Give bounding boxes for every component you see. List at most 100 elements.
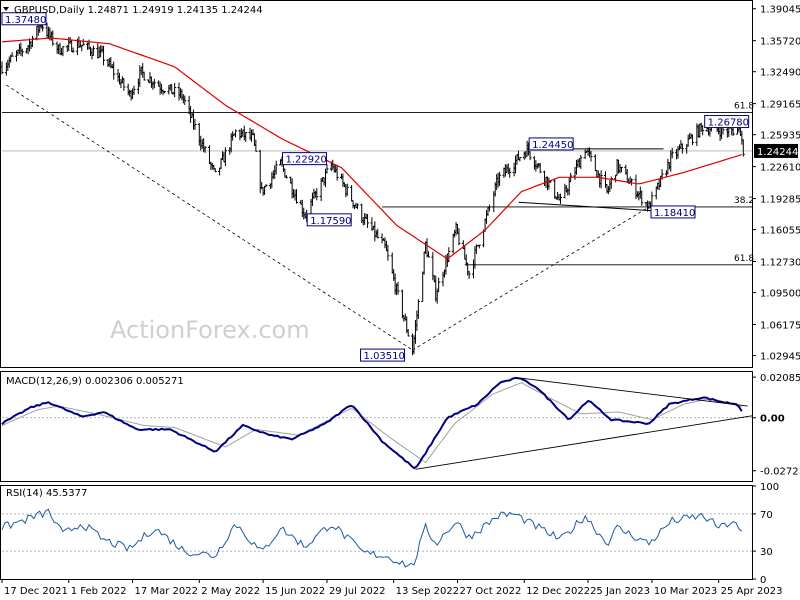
price-bar — [132, 85, 136, 96]
level-label: 1.03510 — [360, 348, 406, 362]
current-price-badge: 1.24244 — [754, 143, 798, 158]
price-y-tick-label: 1.09500 — [760, 289, 800, 300]
price-y-tick-label: 1.19285 — [760, 195, 800, 206]
price-bar — [630, 178, 634, 186]
x-tick-label: 17 Mar 2022 — [135, 586, 198, 597]
price-bar — [91, 45, 95, 56]
price-bar — [244, 131, 248, 142]
price-bar — [325, 164, 329, 174]
level-label: 1.17590 — [306, 213, 352, 227]
price-bar — [284, 175, 288, 179]
fib-label: 61.8 — [734, 101, 754, 111]
price-bar — [670, 147, 674, 159]
price-y-tick-label: 1.02945 — [760, 352, 800, 363]
macd-line — [1, 376, 743, 470]
svg-text:1.24450: 1.24450 — [532, 140, 573, 151]
price-bar — [467, 271, 471, 279]
price-bar — [589, 150, 593, 162]
price-bar — [487, 204, 491, 212]
price-bar — [457, 228, 461, 246]
price-bar — [640, 190, 644, 206]
moving-average-line — [1, 37, 742, 259]
price-bar — [10, 52, 14, 57]
rsi-y-tick-label: 0 — [760, 575, 766, 586]
price-bar — [426, 251, 430, 258]
price-bar — [579, 154, 583, 169]
price-bar — [254, 139, 258, 152]
price-header: GBPUSD,Daily 1.24871 1.24919 1.24135 1.2… — [14, 5, 263, 16]
price-bar — [234, 129, 238, 138]
price-bar — [518, 157, 522, 162]
macd-trendline — [415, 415, 753, 470]
price-bar — [599, 170, 603, 189]
svg-text:1.22920: 1.22920 — [286, 155, 327, 166]
rsi-y-tick-label: 30 — [760, 547, 773, 558]
price-y-tick-label: 1.16055 — [760, 226, 800, 237]
level-label: 1.22920 — [282, 152, 328, 166]
support-line — [518, 201, 671, 213]
price-bar — [538, 162, 542, 174]
price-bar — [162, 91, 166, 94]
x-tick-label: 27 Oct 2022 — [460, 586, 522, 597]
x-tick-label: 25 Apr 2023 — [721, 586, 783, 597]
price-bar — [30, 35, 34, 48]
x-tick-label: 13 Sep 2022 — [396, 586, 459, 597]
svg-text:1.26780: 1.26780 — [708, 118, 749, 129]
trendline-up — [412, 206, 650, 351]
x-tick-label: 2 May 2022 — [201, 586, 260, 597]
price-bar — [376, 228, 380, 239]
price-bar — [213, 167, 217, 173]
level-label: 1.26780 — [704, 115, 750, 129]
price-bar — [71, 47, 75, 53]
price-y-tick-label: 1.22610 — [760, 163, 800, 174]
svg-text:1.37480: 1.37480 — [5, 15, 46, 26]
price-bar — [20, 48, 24, 57]
price-bar — [345, 183, 349, 196]
price-y-tick-label: 1.25935 — [760, 131, 800, 142]
price-y-tick-label: 1.06175 — [760, 320, 800, 331]
rsi-header: RSI(14) 45.5377 — [6, 488, 87, 499]
macd-y-tick-label: -0.027213 — [760, 467, 800, 478]
price-y-tick-label: 1.32490 — [760, 68, 800, 79]
price-bar — [173, 83, 177, 98]
price-bar — [437, 277, 441, 293]
x-tick-label: 17 Dec 2021 — [4, 586, 68, 597]
price-bar — [122, 78, 126, 91]
price-bar — [61, 45, 65, 57]
price-bar — [447, 247, 451, 263]
header-arrow-icon — [3, 7, 9, 11]
macd-y-tick-label: 0.00 — [760, 414, 785, 425]
price-bar — [203, 145, 207, 153]
price-y-tick-label: 1.35720 — [760, 37, 800, 48]
macd-trendline — [518, 377, 748, 407]
price-bar — [264, 184, 268, 188]
svg-text:1.17590: 1.17590 — [310, 216, 351, 227]
price-bar — [223, 147, 227, 167]
price-bar — [315, 188, 319, 201]
price-bar — [477, 244, 481, 249]
price-bar — [366, 213, 370, 229]
price-y-tick-label: 1.39045 — [760, 5, 800, 16]
price-bar — [81, 39, 85, 46]
price-bar — [508, 167, 512, 178]
price-bar — [528, 151, 532, 161]
fib-label: 38.2 — [734, 196, 754, 206]
price-bar — [396, 281, 400, 295]
price-bar — [335, 166, 339, 181]
trendline-down — [6, 84, 413, 351]
macd-y-tick-label: 0.020858 — [760, 373, 800, 384]
rsi-line — [1, 508, 743, 568]
price-y-tick-label: 1.29165 — [760, 100, 800, 111]
x-tick-label: 29 Jul 2022 — [329, 586, 386, 597]
macd-pane — [0, 371, 753, 482]
level-label: 1.18410 — [650, 205, 696, 219]
price-bar — [619, 166, 623, 173]
macd-signal-line — [1, 382, 742, 464]
price-bar — [112, 61, 116, 80]
rsi-pane — [0, 485, 753, 580]
svg-text:1.03510: 1.03510 — [364, 351, 405, 362]
price-bar — [0, 61, 4, 75]
svg-text:1.24244: 1.24244 — [757, 147, 798, 158]
price-bar — [183, 95, 187, 105]
price-bar — [386, 244, 390, 261]
